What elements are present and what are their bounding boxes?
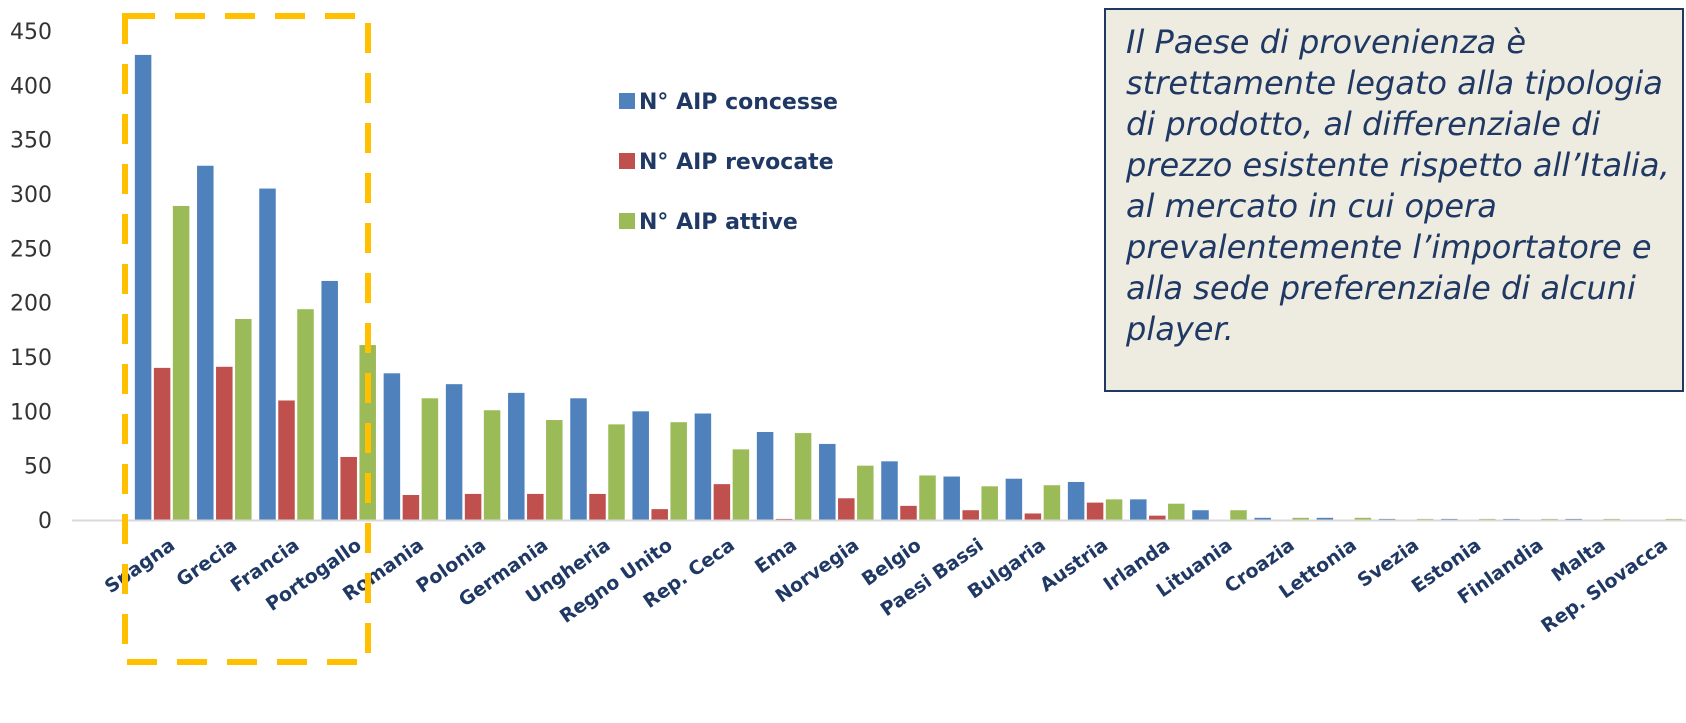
bar-attive [857,465,874,520]
note-text: Il Paese di provenienza è strettamente l… [1126,23,1670,348]
bar-revocate [900,505,917,520]
legend-label: N° AIP concesse [639,90,838,115]
bar-concesse [1503,518,1520,520]
bars [134,54,1683,521]
bar-concesse [134,54,152,520]
bar-revocate [464,493,482,520]
bar-attive [1354,517,1372,520]
bar-attive [670,422,687,520]
bar-attive [732,449,750,520]
bar-revocate [713,484,731,520]
bar-attive [1479,518,1496,520]
bar-attive [235,318,252,520]
y-tick-label: 200 [10,292,52,317]
bar-concesse [445,384,463,520]
legend-swatch [619,153,635,169]
bar-concesse [321,280,338,520]
bar-attive [1541,518,1558,520]
bar-concesse [383,373,401,520]
bar-concesse [1316,517,1334,520]
legend-swatch [619,93,635,109]
bar-revocate [216,366,233,520]
bar-revocate [838,498,855,520]
bar-attive [1105,499,1123,520]
bar-attive [546,420,563,520]
bar-attive [1168,503,1185,520]
y-tick-label: 250 [10,237,52,262]
bar-concesse [1378,518,1396,520]
y-tick-label: 300 [10,183,52,208]
y-tick-label: 400 [10,74,52,99]
bar-concesse [632,411,649,520]
bar-attive [981,486,998,520]
y-tick-label: 150 [10,346,52,371]
bar-attive [1416,518,1434,520]
bar-attive [1230,510,1247,520]
bar-concesse [1565,518,1582,520]
y-tick-label: 350 [10,129,52,154]
y-tick-label: 50 [24,455,52,480]
bar-revocate [278,400,295,520]
bar-revocate [651,509,668,520]
bar-concesse [694,413,712,520]
bar-concesse [943,476,960,520]
legend-label: N° AIP attive [639,210,798,235]
bar-revocate [1086,502,1104,520]
x-axis: SpagnaGreciaFranciaPortogalloRomaniaPolo… [101,534,1672,637]
bar-concesse [1067,481,1085,520]
bar-attive [919,475,936,520]
bar-concesse [259,188,276,521]
bar-attive [794,433,812,520]
bar-attive [172,205,190,520]
bar-attive [297,309,314,520]
bar-revocate [402,495,420,520]
bar-revocate [527,493,544,520]
bar-concesse [1192,510,1209,520]
bar-concesse [1254,517,1271,520]
bar-revocate [340,456,357,520]
bar-concesse [819,443,836,520]
note-box: Il Paese di provenienza è strettamente l… [1104,8,1684,392]
bar-revocate [153,367,171,520]
bar-revocate [1149,515,1166,520]
bar-concesse [1130,499,1147,520]
y-axis: 0 50 100 150 200 250 300 350 400 450 [10,20,52,534]
bar-concesse [756,431,774,520]
bar-revocate [962,510,979,520]
bar-attive [608,424,625,520]
x-tick-label: Ema [751,534,801,578]
bar-concesse [881,461,898,520]
x-tick-label: Austria [1036,534,1112,596]
bar-attive [1043,485,1061,520]
bar-concesse [1005,478,1023,520]
bar-attive [1665,518,1683,520]
y-tick-label: 100 [10,400,52,425]
bar-revocate [775,518,793,520]
bar-attive [1292,517,1309,520]
bar-attive [421,398,439,520]
highlight-dashed-box [122,13,371,665]
bar-concesse [570,398,587,520]
bar-concesse [197,165,214,520]
bar-concesse [1441,518,1458,520]
bar-revocate [1024,513,1042,520]
legend: N° AIP concesse N° AIP revocate N° AIP att… [619,90,838,235]
legend-label: N° AIP revocate [639,150,834,175]
y-tick-label: 0 [38,509,52,534]
bar-attive [483,410,501,520]
bar-attive [1603,518,1620,520]
y-tick-label: 450 [10,20,52,45]
legend-swatch [619,213,635,229]
bar-revocate [589,493,606,520]
x-tick-label: Spagna [101,534,179,598]
bar-concesse [508,392,525,520]
